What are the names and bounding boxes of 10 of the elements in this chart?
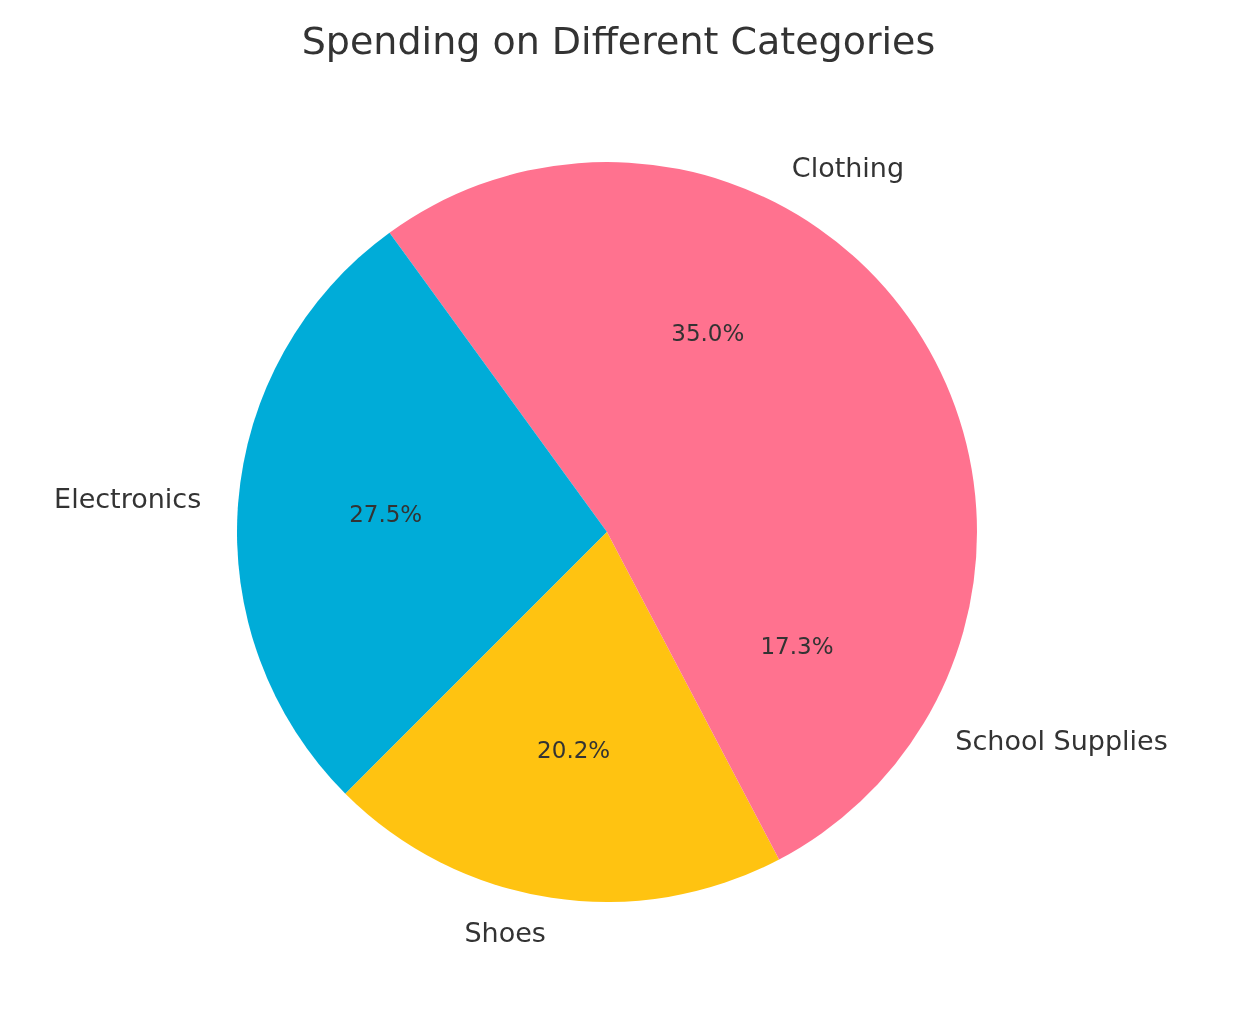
chart-title: Spending on Different Categories [301,19,936,63]
data-label: 27.5% [349,500,423,527]
data-label: 35.0% [671,320,745,347]
slice-label: Shoes [464,917,546,949]
data-label: 17.3% [760,632,834,659]
slice-label: School Supplies [955,725,1168,757]
slice-label: Electronics [54,483,202,515]
slice-label: Clothing [791,152,905,184]
data-label: 20.2% [537,737,611,764]
pie-slice [237,232,607,794]
